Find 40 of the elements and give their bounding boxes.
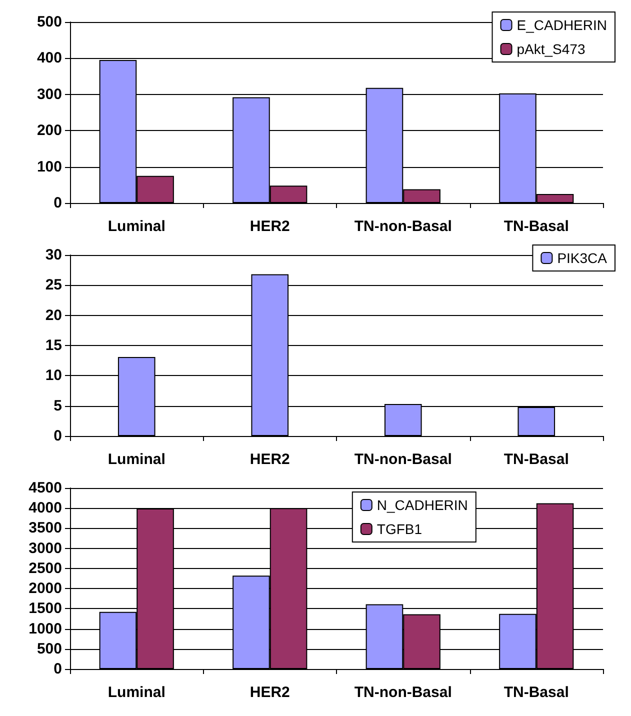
y-tick-label: 0 [54, 194, 62, 212]
y-tick-label: 3500 [28, 520, 62, 537]
y-tick-label: 30 [45, 246, 62, 264]
y-tick-label: 500 [36, 640, 62, 658]
legend-label: pAkt_S473 [516, 41, 586, 57]
y-tick-label: 400 [36, 50, 62, 67]
y-tick-label: 300 [36, 86, 62, 103]
y-tick-label: 200 [36, 122, 62, 140]
x-tick-label: TN-non-Basal [354, 218, 452, 235]
legend-label: E_CADHERIN [516, 17, 608, 33]
y-tick-label: 15 [45, 337, 62, 354]
y-tick-label: 4500 [28, 480, 62, 496]
y-tick-label: 2500 [28, 560, 62, 577]
x-tick-label: Luminal [108, 451, 166, 468]
y-tick-label: 5 [54, 397, 62, 414]
x-tick-label: TN-Basal [504, 451, 569, 468]
x-tick-label: TN-Basal [504, 218, 569, 235]
y-tick-label: 0 [54, 660, 62, 678]
y-tick-label: 2000 [28, 580, 62, 598]
x-tick-label: HER2 [250, 451, 290, 468]
y-tick-label: 1500 [28, 600, 62, 618]
y-tick-label: 1000 [28, 620, 62, 638]
x-tick-label: TN-non-Basal [354, 451, 452, 468]
y-tick-label: 20 [45, 306, 62, 324]
y-tick-label: 3000 [28, 540, 62, 557]
y-tick-label: 25 [45, 276, 62, 294]
y-tick-label: 100 [36, 158, 62, 176]
y-tick-label: 500 [36, 14, 62, 30]
y-tick-label: 4000 [28, 500, 62, 517]
legend-label: N_CADHERIN [376, 497, 468, 513]
x-tick-label: TN-non-Basal [354, 684, 452, 701]
y-tick-label: 0 [54, 428, 62, 444]
legend-label: TGFB1 [376, 521, 422, 537]
x-tick-label: HER2 [250, 218, 290, 235]
x-tick-label: TN-Basal [504, 684, 569, 701]
legend-label: PIK3CA [557, 250, 608, 266]
x-tick-label: Luminal [108, 218, 166, 235]
x-tick-label: Luminal [108, 684, 166, 701]
x-tick-label: HER2 [250, 684, 290, 701]
y-tick-label: 10 [45, 367, 62, 384]
